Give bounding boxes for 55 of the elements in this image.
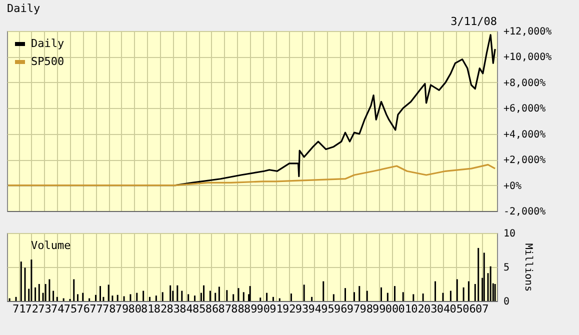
text: 3/11/08 [450,15,497,28]
x-tick-label: 74 [51,302,65,316]
legend-label: Daily [31,37,64,50]
x-tick-label: 82 [154,302,168,316]
x-tick-label: 75 [64,302,78,316]
y-tick-label: +8,000% [504,78,546,89]
x-tick-label: 88 [231,302,244,316]
x-tick-label: 90 [256,302,270,316]
x-tick-label: 93 [295,302,309,316]
x-tick-label: 84 [180,302,194,316]
y-tick-label: 10 [504,228,516,240]
y-tick-label: +2,000% [504,155,546,166]
x-tick-label: 86 [205,302,219,316]
x-tick-label: 71 [12,302,26,316]
x-tick-label: 85 [192,302,206,316]
x-tick-label: 89 [244,302,258,316]
x-tick-label: 97 [346,302,360,316]
x-tick-label: 92 [282,302,296,316]
x-tick-label: 91 [270,302,283,316]
y-tick-label: 0 [504,296,510,308]
series-label: Volume [31,239,71,252]
x-tick-label: 02 [411,302,424,316]
y-tick-label: +0% [504,180,522,192]
x-tick-label: 99 [372,302,386,316]
x-tick-label: 96 [334,302,348,316]
y-tick-label: 5 [504,262,510,274]
line-series [7,164,496,186]
x-tick-label: 83 [166,302,180,316]
chart-title: Daily [7,2,40,15]
x-tick-label: 81 [141,302,154,316]
x-tick-label: 05 [450,302,463,316]
legend-label: SP500 [31,55,64,68]
x-tick-label: 04 [436,302,450,316]
x-tick-label: 76 [76,302,90,316]
x-tick-label: 01 [398,302,412,316]
y-tick-label: +4,000% [504,129,546,140]
x-tick-label: 73 [38,302,52,316]
x-tick-label: 06 [462,302,476,316]
y-axis-title: Millions [522,243,534,292]
x-tick-label: 78 [102,302,116,316]
x-tick-label: 07 [475,302,489,316]
x-tick-label: 72 [25,302,39,316]
x-tick-label: 77 [90,302,103,316]
y-tick-label: +6,000% [504,104,546,115]
x-tick-label: 87 [218,302,232,316]
x-tick-label: 98 [360,302,373,316]
x-tick-label: 80 [128,302,142,316]
y-tick-label: +10,000% [504,52,552,64]
y-tick-label: +12,000% [504,26,552,38]
x-tick-label: 03 [424,302,438,316]
x-tick-label: 79 [115,302,129,316]
x-tick-label: 94 [308,302,322,316]
y-tick-label: -2,000% [504,206,546,218]
x-tick-label: 95 [321,302,334,316]
x-tick-label: 00 [385,302,399,316]
